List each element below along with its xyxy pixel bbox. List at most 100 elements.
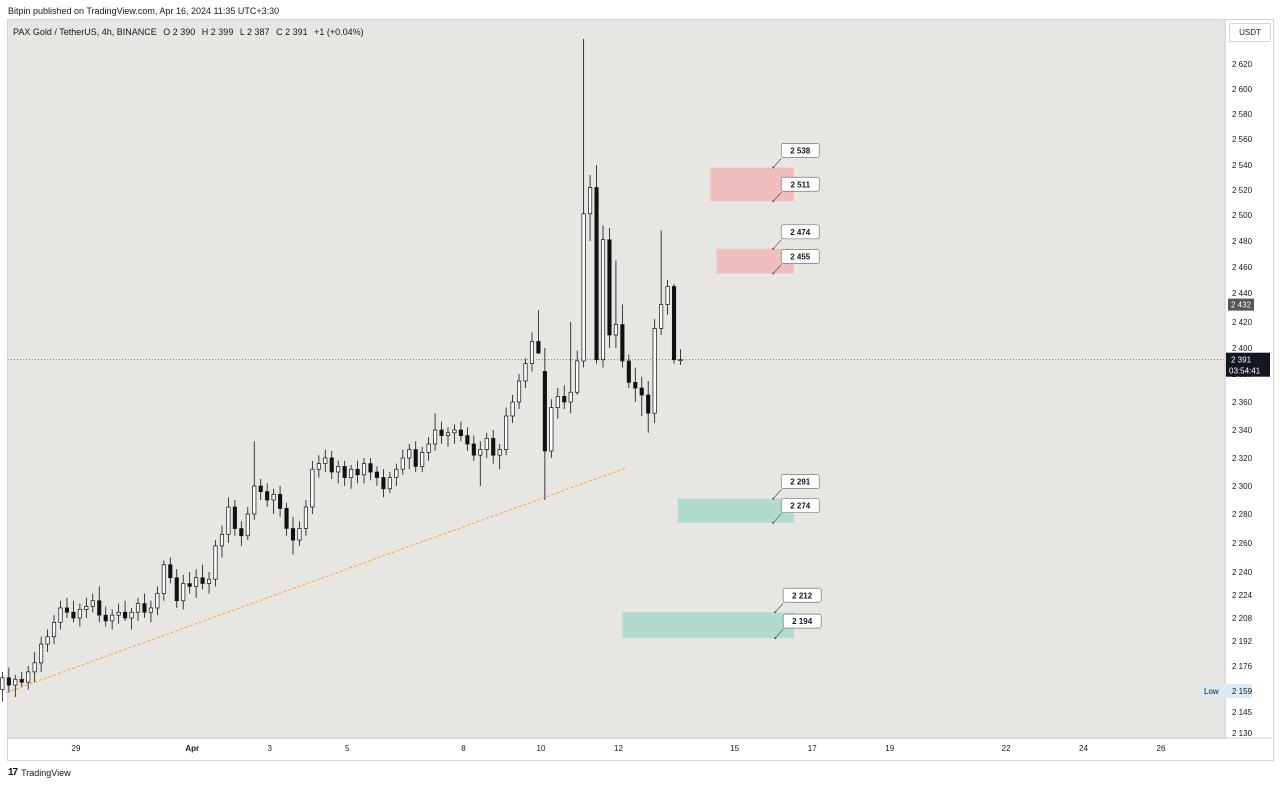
y-tick-label: 2 400 (1232, 344, 1253, 353)
low-marker-value: 2 159 (1232, 687, 1253, 696)
candle (588, 187, 593, 215)
candle (323, 457, 328, 464)
candle (110, 614, 115, 622)
level-label-box (782, 613, 822, 629)
low-marker-box (1200, 684, 1252, 698)
tradingview-logo-icon: 17 (8, 767, 18, 778)
symbol-title: PAX Gold / TetherUS, 4h, BINANCE (13, 27, 157, 37)
candle (665, 286, 670, 305)
candle (420, 452, 425, 467)
x-tick-label: 8 (461, 744, 466, 753)
y-tick-label: 2 300 (1232, 482, 1253, 491)
candle (26, 671, 31, 683)
resistance-zone (710, 167, 795, 202)
candle (303, 506, 308, 529)
candle (458, 429, 463, 436)
candle (51, 621, 57, 638)
callout-dot (774, 637, 777, 640)
candle (297, 528, 302, 541)
callout-dot (772, 497, 775, 500)
candle (161, 564, 166, 594)
callout-dot (774, 611, 777, 614)
y-tick-label: 2 360 (1232, 398, 1253, 407)
candle (659, 304, 664, 329)
callout-pointer (772, 489, 782, 499)
candle (226, 506, 231, 535)
candle (594, 187, 599, 361)
candle (19, 678, 24, 683)
candle (407, 449, 412, 459)
candle (142, 603, 147, 613)
candle (187, 583, 192, 587)
y-tick-label: 2 208 (1232, 614, 1253, 623)
candle (387, 477, 392, 490)
candle (329, 457, 334, 473)
x-tick-label: 15 (730, 744, 739, 753)
candle (355, 468, 360, 476)
candle (213, 545, 218, 580)
x-tick-label: 12 (614, 744, 623, 753)
y-tick-label: 2 130 (1232, 729, 1253, 738)
candle (633, 382, 638, 389)
level-label-box (780, 224, 820, 240)
candle (200, 577, 205, 584)
x-tick-label: Apr (185, 744, 199, 753)
callout-dot (772, 521, 775, 524)
x-tick-label: 17 (808, 744, 817, 753)
y-tick-label: 2 460 (1232, 263, 1253, 272)
candle (491, 438, 496, 456)
candle (452, 429, 457, 434)
footer-brand[interactable]: 17 TradingView (8, 767, 71, 778)
candle (678, 359, 683, 362)
level-label: 2 274 (790, 502, 811, 511)
candle (394, 468, 399, 478)
candle (97, 600, 102, 616)
plot-area[interactable] (8, 20, 1226, 739)
candle (90, 600, 95, 607)
candle (620, 324, 625, 362)
candle (123, 611, 128, 619)
candle (613, 324, 618, 336)
candle (471, 443, 476, 456)
candle (71, 611, 76, 619)
candle (542, 371, 547, 452)
x-tick-label: 10 (537, 744, 546, 753)
y-tick-label: 2 176 (1232, 662, 1253, 671)
candle (478, 449, 483, 456)
candle (64, 607, 70, 613)
candle (342, 466, 347, 478)
recent-high-label: 2 432 (1231, 301, 1252, 310)
x-tick-label: 26 (1157, 744, 1166, 753)
candle (252, 485, 257, 515)
y-tick-label: 2 600 (1232, 85, 1253, 94)
level-label: 2 212 (792, 591, 813, 600)
candle (0, 677, 5, 690)
y-tick-label: 2 145 (1232, 708, 1253, 717)
level-label: 2 538 (790, 147, 811, 156)
symbol-header: PAX Gold / TetherUS, 4h, BINANCE O 2 390… (13, 27, 368, 37)
level-label: 2 511 (790, 180, 810, 189)
candle (349, 468, 354, 478)
ohlc-open: O 2 390 (163, 27, 196, 37)
candle (148, 607, 153, 613)
callout-pointer (774, 603, 784, 613)
candle (265, 491, 270, 501)
support-zone (677, 498, 795, 523)
candle (536, 341, 541, 354)
level-label-box (780, 143, 820, 158)
candle (232, 506, 237, 529)
candle (575, 360, 580, 393)
trendline (6, 467, 627, 693)
y-tick-label: 2 560 (1232, 135, 1253, 144)
candle (529, 341, 535, 364)
candle (413, 449, 418, 467)
currency-button[interactable]: USDT (1229, 23, 1271, 42)
candle (77, 609, 82, 619)
level-label: 2 194 (792, 617, 813, 626)
candle (135, 603, 141, 613)
low-marker-label: Low (1204, 687, 1219, 696)
candle (219, 533, 225, 547)
candle (504, 415, 509, 450)
candle (316, 463, 321, 470)
